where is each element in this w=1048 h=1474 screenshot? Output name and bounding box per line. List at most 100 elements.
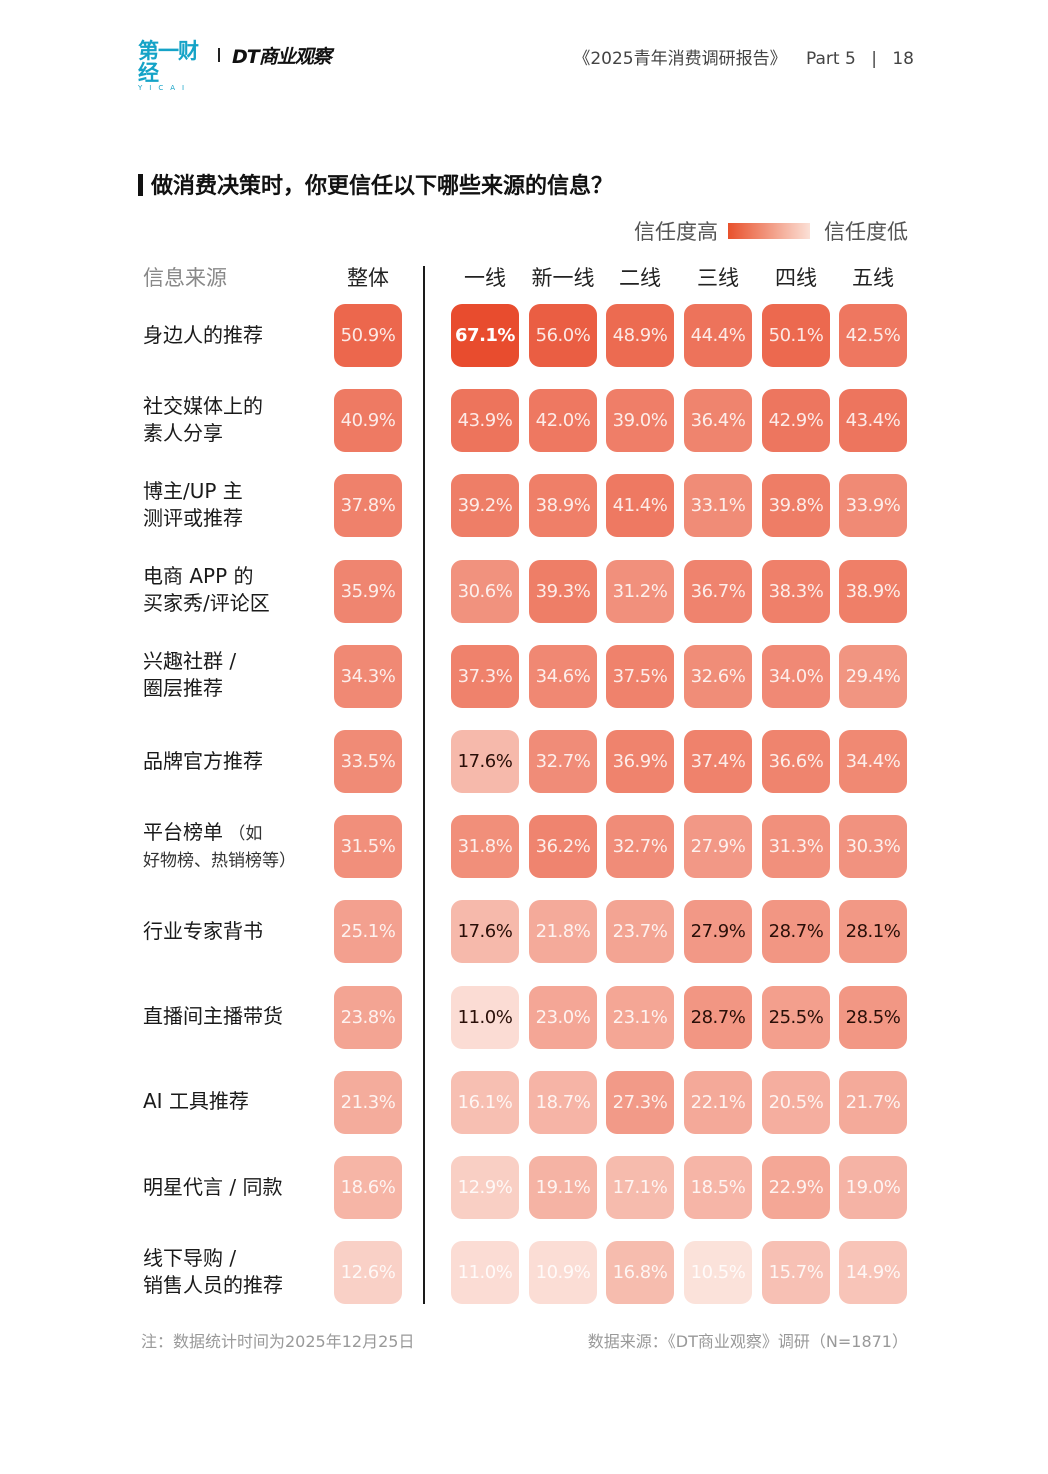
heatmap-cell: 36.4%: [684, 389, 752, 453]
legend: 信任度高 信任度低: [634, 216, 908, 246]
heatmap-cell: 21.8%: [529, 900, 597, 964]
heatmap-cell: 18.7%: [529, 1070, 597, 1134]
column-header: 整体: [347, 266, 389, 290]
heatmap-cell: 38.9%: [839, 559, 907, 623]
heatmap-cell: 48.9%: [606, 304, 674, 367]
heatmap-cell: 36.9%: [606, 730, 674, 793]
heatmap-cell: 25.5%: [762, 985, 830, 1049]
column-header: 二线: [619, 266, 661, 290]
row-label: 直播间主播带货: [143, 1004, 283, 1029]
heatmap-cell: 28.7%: [762, 900, 830, 964]
row-label: 线下导购 / 销售人员的推荐: [143, 1245, 283, 1297]
heatmap-cell: 37.4%: [684, 730, 752, 793]
heatmap-cell: 28.5%: [839, 985, 907, 1049]
heatmap-cell: 33.9%: [839, 474, 907, 538]
heatmap-cell: 39.8%: [762, 474, 830, 538]
title-accent-bar: [138, 174, 143, 196]
heatmap-cell: 44.4%: [684, 304, 752, 367]
heatmap-cell: 34.6%: [529, 644, 597, 708]
heatmap-cell: 31.2%: [606, 559, 674, 623]
heatmap-cell: 19.0%: [839, 1156, 907, 1219]
heatmap-cell: 32.7%: [606, 815, 674, 879]
heatmap-cell: 29.4%: [839, 644, 907, 708]
heatmap-cell: 27.3%: [606, 1070, 674, 1134]
report-header: 《2025青年消费调研报告》 Part 5 | 18: [573, 44, 914, 69]
row-label: 电商 APP 的买家秀/评论区: [143, 564, 270, 616]
heatmap-cell: 30.6%: [451, 559, 519, 623]
heatmap-cell: 41.4%: [606, 474, 674, 538]
heatmap-cell: 50.1%: [762, 304, 830, 367]
heatmap-cell: 31.5%: [334, 815, 402, 879]
heatmap-cell: 14.9%: [839, 1241, 907, 1305]
heatmap-cell: 43.9%: [451, 389, 519, 453]
yicai-logo-subtext: YICAI: [138, 84, 192, 92]
heatmap-cell: 42.0%: [529, 389, 597, 453]
heatmap-cell: 27.9%: [684, 815, 752, 879]
heatmap-cell: 34.0%: [762, 644, 830, 708]
heatmap-cell: 31.8%: [451, 815, 519, 879]
row-label: 行业专家背书: [143, 918, 263, 943]
row-label: AI 工具推荐: [143, 1089, 249, 1114]
heatmap-cell: 42.9%: [762, 389, 830, 453]
heatmap-cell: 23.0%: [529, 985, 597, 1049]
heatmap-cell: 18.5%: [684, 1156, 752, 1219]
heatmap-cell: 42.5%: [839, 304, 907, 367]
heatmap-cell: 34.3%: [334, 644, 402, 708]
page-number: 18: [892, 49, 914, 69]
heatmap-cell: 23.1%: [606, 985, 674, 1049]
heatmap-cell: 56.0%: [529, 304, 597, 367]
heatmap-cell: 36.6%: [762, 730, 830, 793]
column-divider: [423, 266, 425, 1304]
heatmap-cell: 16.1%: [451, 1070, 519, 1134]
report-part: Part 5: [806, 49, 856, 69]
heatmap-cell: 34.4%: [839, 730, 907, 793]
heatmap-cell: 12.6%: [334, 1241, 402, 1305]
heatmap-cell: 31.3%: [762, 815, 830, 879]
footnote: 注：数据统计时间为2025年12月25日: [141, 1332, 415, 1351]
heatmap-cell: 32.7%: [529, 730, 597, 793]
heatmap-cell: 22.1%: [684, 1070, 752, 1134]
heatmap-cell: 16.8%: [606, 1241, 674, 1305]
heatmap-cell: 21.3%: [334, 1070, 402, 1134]
data-source: 数据来源：《DT商业观察》调研（N=1871）: [587, 1332, 908, 1351]
heatmap-cell: 37.8%: [334, 474, 402, 538]
heatmap-cell: 11.0%: [451, 1241, 519, 1305]
heatmap-cell: 36.7%: [684, 559, 752, 623]
row-label: 身边人的推荐: [143, 322, 263, 347]
heatmap-cell: 22.9%: [762, 1156, 830, 1219]
row-label: 平台榜单 （如 好物榜、热销榜等）: [143, 819, 296, 871]
heatmap-cell: 37.5%: [606, 644, 674, 708]
row-label: 兴趣社群 / 圈层推荐: [143, 649, 237, 701]
heatmap-cell: 33.1%: [684, 474, 752, 538]
heatmap-cell: 18.6%: [334, 1156, 402, 1219]
heatmap-cell: 17.1%: [606, 1156, 674, 1219]
column-header: 五线: [852, 266, 894, 290]
heatmap-cell: 39.2%: [451, 474, 519, 538]
legend-high-label: 信任度高: [634, 220, 718, 244]
heatmap-cell: 67.1%: [451, 304, 519, 367]
heatmap-cell: 37.3%: [451, 644, 519, 708]
heatmap-cell: 28.7%: [684, 985, 752, 1049]
heatmap-cell: 28.1%: [839, 900, 907, 964]
logo-divider: [218, 48, 220, 62]
header-separator: |: [871, 49, 877, 69]
yicai-logo-text: 第一财经: [138, 39, 199, 85]
row-label: 品牌官方推荐: [143, 748, 263, 773]
heatmap-cell: 38.9%: [529, 474, 597, 538]
row-label: 社交媒体上的 素人分享: [143, 393, 263, 445]
heatmap-cell: 25.1%: [334, 900, 402, 964]
heatmap-cell: 38.3%: [762, 559, 830, 623]
heatmap-cell: 23.8%: [334, 985, 402, 1049]
heatmap-cell: 17.6%: [451, 730, 519, 793]
heatmap-cell: 50.9%: [334, 304, 402, 367]
heatmap-cell: 20.5%: [762, 1070, 830, 1134]
heatmap-cell: 36.2%: [529, 815, 597, 879]
chart-title: 做消费决策时，你更信任以下哪些来源的信息？: [151, 174, 614, 199]
heatmap-cell: 30.3%: [839, 815, 907, 879]
row-label: 博主/UP 主测评或推荐: [143, 478, 243, 530]
heatmap-cell: 35.9%: [334, 559, 402, 623]
logo-group: 第一财经 YICAI DT商业观察: [138, 40, 332, 92]
row-header-label: 信息来源: [143, 266, 227, 290]
heatmap-cell: 10.9%: [529, 1241, 597, 1305]
column-header: 四线: [775, 266, 817, 290]
